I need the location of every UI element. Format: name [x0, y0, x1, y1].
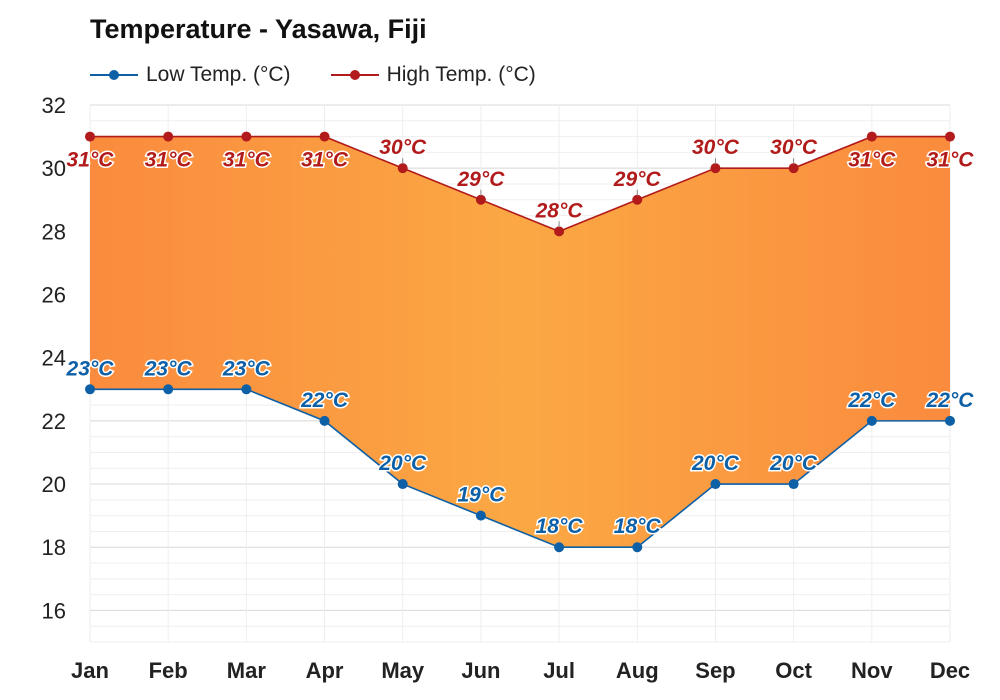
point-low-dec[interactable]	[945, 415, 955, 426]
data-label-high-jul: 28°C	[535, 199, 584, 222]
range-fill	[90, 136, 950, 548]
x-tick-label-jan: Jan	[71, 658, 109, 683]
data-label-high-jun: 29°C	[456, 168, 505, 191]
point-low-sep[interactable]	[710, 479, 721, 490]
axis-ticks: 16 18 20 22 24 26 28 30 32 Jan Feb Mar Apr May Jun Jul A…	[42, 93, 971, 683]
data-labels: 23°C 23°C 23°C 22°C 20°C 19°C 18°C 18°C 20°C 20°C…	[64, 135, 976, 540]
data-label-low-may: 20°C	[378, 452, 427, 475]
x-tick-label-dec: Dec	[930, 658, 970, 683]
x-tick-label-oct: Oct	[775, 658, 812, 683]
point-high-jan[interactable]	[85, 131, 95, 142]
point-low-mar[interactable]	[241, 384, 252, 395]
y-tick-label: 16	[42, 598, 66, 623]
legend-item-high[interactable]: High Temp. (°C)	[329, 63, 536, 87]
point-high-jul[interactable]	[554, 226, 565, 237]
point-low-jun[interactable]	[475, 510, 486, 521]
point-high-apr[interactable]	[319, 131, 330, 142]
point-low-oct[interactable]	[788, 479, 799, 490]
data-label-low-feb: 23°C	[144, 357, 193, 380]
x-tick-label-jun: Jun	[461, 658, 500, 683]
y-tick-label: 28	[42, 219, 66, 244]
data-label-low-apr: 22°C	[300, 389, 349, 412]
data-label-low-dec: 22°C	[926, 389, 975, 412]
point-high-jun[interactable]	[475, 194, 486, 205]
x-tick-label-apr: Apr	[306, 658, 344, 683]
legend-item-low[interactable]: Low Temp. (°C)	[88, 63, 291, 87]
series-lines	[90, 135, 950, 549]
legend-label-high: High Temp. (°C)	[386, 63, 536, 86]
legend: Low Temp. (°C) High Temp. (°C)	[88, 60, 574, 90]
point-high-oct[interactable]	[788, 163, 799, 174]
x-tick-label-mar: Mar	[227, 658, 267, 683]
x-tick-label-may: May	[381, 658, 425, 683]
point-high-mar[interactable]	[241, 131, 252, 142]
range-area	[90, 136, 950, 548]
chart-title: Temperature - Yasawa, Fiji	[90, 14, 427, 44]
data-label-high-apr: 31°C	[301, 149, 349, 172]
data-label-high-oct: 30°C	[770, 136, 818, 159]
data-label-high-dec: 31°C	[927, 149, 975, 172]
point-low-jul[interactable]	[554, 542, 565, 553]
point-low-feb[interactable]	[163, 384, 174, 395]
x-tick-label-feb: Feb	[149, 658, 188, 683]
point-low-apr[interactable]	[319, 415, 330, 426]
x-tick-label-sep: Sep	[695, 658, 735, 683]
y-tick-label: 24	[42, 346, 66, 371]
point-high-dec[interactable]	[945, 131, 955, 142]
series-line-low	[90, 388, 950, 549]
x-tick-label-jul: Jul	[543, 658, 575, 683]
point-high-nov[interactable]	[866, 131, 877, 142]
data-label-high-nov: 31°C	[848, 149, 896, 172]
point-low-aug[interactable]	[632, 542, 643, 553]
x-tick-label-aug: Aug	[616, 658, 659, 683]
data-label-low-sep: 20°C	[691, 452, 740, 475]
data-label-low-aug: 18°C	[614, 515, 662, 538]
data-label-low-nov: 22°C	[847, 389, 896, 412]
legend-high-line-icon	[330, 70, 379, 80]
y-tick-label: 26	[42, 283, 66, 308]
data-label-low-oct: 20°C	[769, 452, 818, 475]
legend-low-line-icon	[90, 70, 138, 80]
data-label-high-sep: 30°C	[692, 136, 740, 159]
point-low-jan[interactable]	[85, 384, 95, 395]
data-label-low-jan: 23°C	[66, 357, 115, 380]
y-tick-label: 30	[42, 156, 66, 181]
point-high-sep[interactable]	[710, 163, 721, 174]
x-tick-label-nov: Nov	[851, 658, 893, 683]
data-label-high-jan: 31°C	[67, 149, 115, 172]
point-high-may[interactable]	[397, 163, 408, 174]
point-low-nov[interactable]	[866, 415, 877, 426]
point-high-feb[interactable]	[163, 131, 174, 142]
y-tick-label: 20	[42, 472, 66, 497]
series-line-high	[90, 135, 950, 233]
data-label-high-may: 30°C	[379, 136, 427, 159]
y-tick-label: 32	[42, 93, 66, 118]
point-high-aug[interactable]	[632, 194, 643, 205]
legend-label-low: Low Temp. (°C)	[146, 63, 291, 86]
point-low-may[interactable]	[397, 479, 408, 490]
data-label-high-mar: 31°C	[223, 149, 271, 172]
data-label-high-aug: 29°C	[613, 168, 662, 191]
data-label-low-mar: 23°C	[222, 357, 271, 380]
data-label-low-jul: 18°C	[536, 515, 584, 538]
y-tick-label: 22	[42, 409, 66, 434]
series-points	[85, 131, 955, 553]
data-label-low-jun: 19°C	[457, 484, 505, 507]
data-label-high-feb: 31°C	[145, 149, 193, 172]
y-tick-label: 18	[42, 535, 66, 560]
